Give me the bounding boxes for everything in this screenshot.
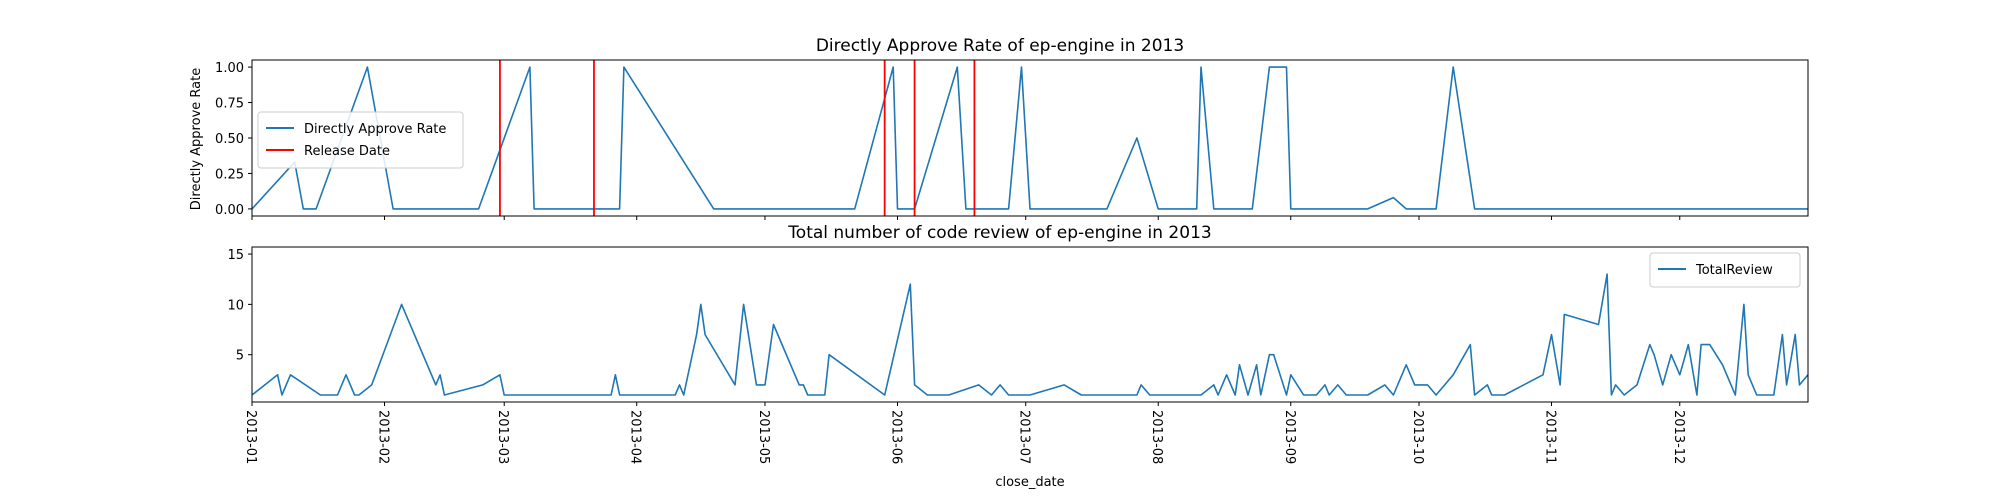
total-review-marks xyxy=(251,273,1809,396)
x-tick-label: 2013-06 xyxy=(888,410,903,464)
legend-box xyxy=(1649,252,1801,288)
x-tick-label: 2013-05 xyxy=(756,410,771,464)
series-line-1-0 xyxy=(251,273,1809,396)
y-axis-label-approve-rate: Directly Approve Rate xyxy=(189,68,204,210)
y-tick-label: 0.25 xyxy=(215,167,244,182)
chart-title-total-review: Total number of code review of ep-engine… xyxy=(787,223,1211,243)
y-tick-label: 0.50 xyxy=(215,132,244,147)
x-ticks-total-review: 2013-01 2013-02 2013-03 2013-04 2013-05 2013-… xyxy=(243,402,1686,464)
x-tick-label: 2013-09 xyxy=(1282,410,1297,464)
x-tick-label: 2013-02 xyxy=(376,410,391,464)
y-ticks-total-review: 5 10 15 xyxy=(227,248,252,364)
y-tick-label: 15 xyxy=(227,248,244,263)
x-tick-label: 2013-11 xyxy=(1543,410,1558,464)
x-tick-label: 2013-01 xyxy=(243,410,258,464)
x-tick-label: 2013-07 xyxy=(1017,410,1032,464)
x-tick-label: 2013-04 xyxy=(628,410,643,464)
y-tick-label: 1.00 xyxy=(215,61,244,76)
y-tick-label: 0.75 xyxy=(215,97,244,112)
legend-approve-rate: Directly Approve Rate Release Date xyxy=(257,111,464,169)
legend-label: Release Date xyxy=(304,144,390,159)
x-tick-label: 2013-03 xyxy=(495,410,510,464)
chart-title-approve-rate: Directly Approve Rate of ep-engine in 20… xyxy=(816,36,1184,56)
x-tick-label: 2013-10 xyxy=(1410,410,1425,464)
y-tick-label: 10 xyxy=(227,298,244,313)
legend-label: TotalReview xyxy=(1695,263,1773,278)
legend-box xyxy=(257,111,464,169)
x-axis-label: close_date xyxy=(995,475,1064,490)
legend-label: Directly Approve Rate xyxy=(304,122,446,137)
total-review-chart: Total number of code review of ep-engine… xyxy=(227,223,1809,490)
approve-rate-chart: Directly Approve Rate of ep-engine in 20… xyxy=(189,36,1809,220)
y-ticks-approve-rate: 0.00 0.25 0.50 0.75 1.00 xyxy=(215,61,1681,220)
x-tick-label: 2013-08 xyxy=(1149,410,1164,464)
y-tick-label: 5 xyxy=(236,349,244,364)
approve-rate-marks xyxy=(251,60,1808,216)
plot-frame-approve-rate xyxy=(251,59,1809,217)
x-tick-label: 2013-12 xyxy=(1671,410,1686,464)
series-line-0-0 xyxy=(251,66,1808,210)
y-tick-label: 0.00 xyxy=(215,203,244,218)
legend-total-review: TotalReview xyxy=(1649,252,1801,288)
plot-frame-total-review xyxy=(251,246,1809,403)
